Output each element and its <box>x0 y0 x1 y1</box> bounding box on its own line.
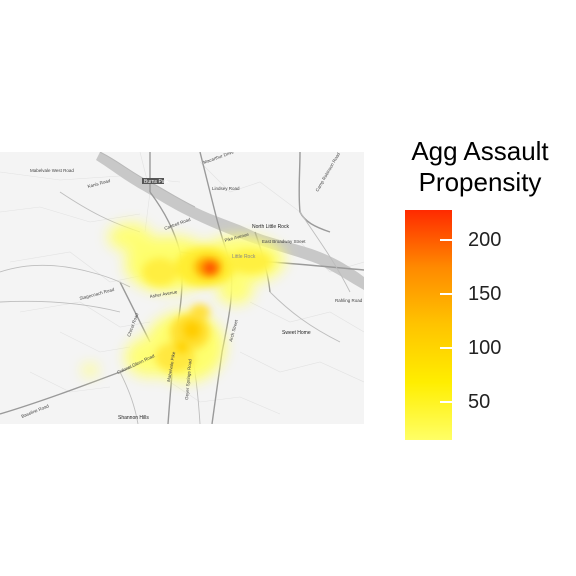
road-label: East Broadway Street <box>262 239 306 244</box>
city-map[interactable]: Burns Park North Little Rock Little Rock… <box>0 152 364 424</box>
river <box>96 152 364 290</box>
legend-tick-label: 200 <box>468 229 502 252</box>
legend-title-line2: Propensity <box>418 167 542 197</box>
legend-tick-mark <box>440 401 452 404</box>
place-label: Burns Park <box>144 179 169 185</box>
legend-colorbar <box>405 210 452 440</box>
place-label: Sweet Home <box>282 330 311 336</box>
legend-tick-mark <box>440 347 452 350</box>
map-canvas: Burns Park North Little Rock Little Rock… <box>0 152 364 424</box>
road-label: Rahling Road <box>335 298 363 303</box>
density-layer <box>82 223 285 382</box>
legend-title: Agg Assault Propensity <box>380 136 576 198</box>
place-label: North Little Rock <box>252 224 289 230</box>
road-label: Kanis Road <box>87 178 111 189</box>
place-label: Shannon Hills <box>118 415 149 421</box>
road-label: Mabelvale West Road <box>30 168 74 173</box>
legend-tick-label: 50 <box>468 391 491 414</box>
legend-title-line1: Agg Assault <box>411 136 549 166</box>
legend-tick-mark <box>440 239 452 242</box>
road-label: Asher Avenue <box>149 289 178 299</box>
road-label: Pike Avenue <box>224 232 250 243</box>
legend-tick-label: 100 <box>468 337 502 360</box>
road-label: Lindsey Road <box>212 186 240 191</box>
road-label: Arch Street <box>228 318 239 342</box>
road-label: Mabelvale Pike <box>166 351 176 382</box>
place-labels: Burns Park North Little Rock Little Rock… <box>118 178 311 421</box>
legend-tick-mark <box>440 293 452 296</box>
road-label: Geyer Springs Road <box>184 359 193 401</box>
legend-tick-label: 150 <box>468 283 502 306</box>
place-label: Little Rock <box>232 254 256 260</box>
